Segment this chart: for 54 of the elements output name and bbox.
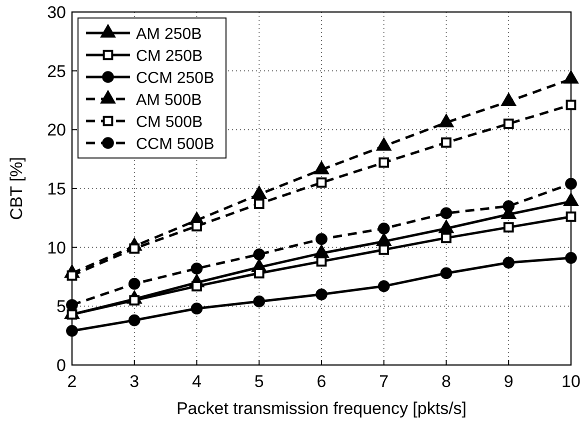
point [503,222,514,233]
x-tick-label: 7 [379,372,389,391]
y-tick-label: 30 [47,3,66,22]
point [253,248,266,260]
point [66,299,78,311]
legend-label: CM 250B [136,48,203,65]
point [316,233,328,245]
point [316,256,327,267]
legend-label: AM 500B [136,92,202,109]
point [378,222,390,234]
y-tick-label: 15 [47,180,66,198]
x-tick-label: 9 [504,372,514,391]
x-tick-label: 6 [316,372,326,391]
point [316,177,327,188]
y-tick-label: 5 [56,297,66,316]
legend-label: CM 500B [136,114,203,131]
point [254,198,264,209]
point [565,178,577,190]
y-tick-label: 25 [47,62,66,81]
point [566,100,576,110]
y-tick-label: 10 [47,238,66,258]
x-axis-title: Packet transmission frequency [pkts/s] [176,399,467,418]
point [378,244,390,255]
legend-label: AM 250B [136,26,202,43]
legend-label: CCM 500B [136,136,214,153]
point [378,280,390,292]
point [66,309,78,320]
y-tick-label: 20 [47,120,66,140]
y-tick-label: 0 [56,356,66,375]
point [190,262,203,274]
point [128,314,140,326]
point [440,267,452,280]
point [441,137,452,148]
point [503,118,514,129]
point [316,288,328,300]
point [66,324,78,337]
x-tick-label: 2 [67,372,77,391]
point [502,256,515,269]
point [128,278,140,290]
x-tick-label: 4 [192,372,202,391]
point [566,212,576,222]
x-tick-label: 10 [562,372,580,391]
x-tick-label: 8 [442,372,451,391]
x-tick-label: 5 [254,372,264,391]
point [502,200,515,212]
x-tick-label: 3 [130,372,140,391]
point [378,157,390,168]
point [190,302,203,314]
legend-label: CCM 250B [136,70,214,87]
point [440,207,452,220]
point [253,296,266,308]
y-axis-title: CBT [%] [7,157,26,220]
point [565,252,577,264]
point [441,232,452,244]
